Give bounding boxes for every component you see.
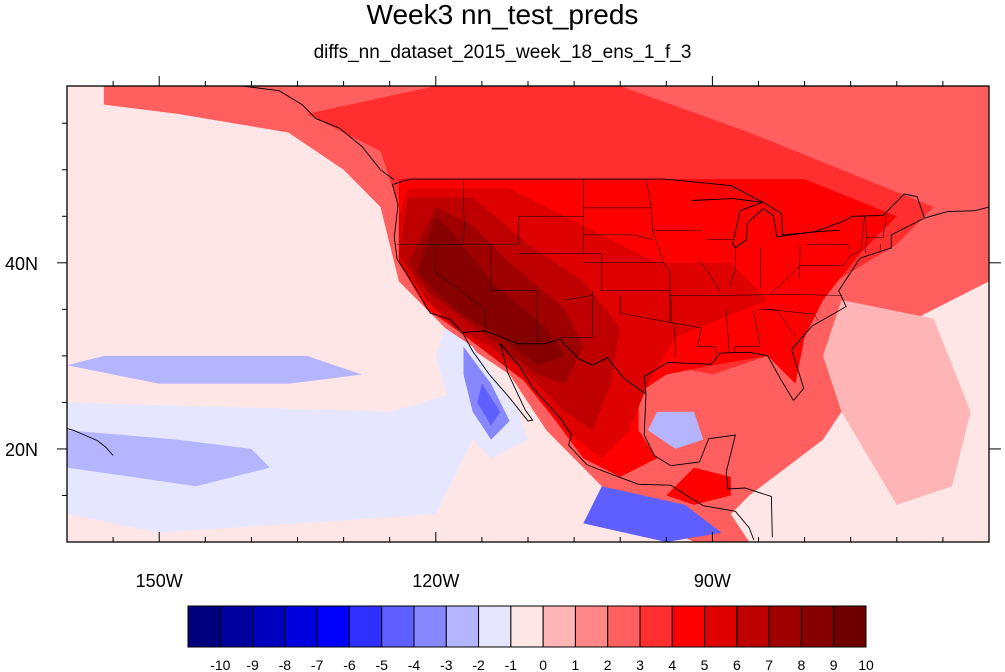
colorbar-label: 3: [636, 657, 644, 672]
contour-region-10: [67, 355, 362, 384]
state-boundary-15: [645, 179, 671, 323]
x-tick-label: 120W: [412, 571, 459, 591]
coastline-4: [692, 198, 840, 249]
contour-region-16: [823, 300, 971, 505]
state-boundary-23: [729, 246, 736, 287]
state-boundary-25: [798, 244, 801, 279]
colorbar-label: 2: [604, 657, 612, 672]
state-boundary-17: [583, 234, 653, 240]
state-boundary-10: [490, 244, 538, 344]
colorbar-box: [704, 605, 738, 648]
colorbar-label: -3: [440, 657, 453, 672]
colorbar-boxes: [187, 605, 867, 648]
colorbar-box: [833, 605, 867, 648]
y-tick-labels: 40N 20N: [5, 254, 38, 460]
y-tick-label: 40N: [5, 254, 38, 274]
colorbar-box: [348, 605, 383, 648]
colorbar-label: 1: [572, 657, 580, 672]
state-boundary-14: [619, 295, 676, 357]
state-boundary-32: [866, 213, 887, 238]
colorbar-label: -1: [505, 657, 518, 672]
state-boundary-9: [435, 244, 486, 331]
axis-ticks: [57, 76, 1001, 542]
colorbar-label: 0: [539, 657, 547, 672]
colorbar-box: [478, 605, 512, 648]
colorbar-label: 7: [765, 657, 773, 672]
colorbar-box: [736, 605, 770, 648]
coastline-5: [67, 428, 114, 456]
colorbar-box: [768, 605, 802, 648]
plot-title: Week3 nn_test_preds: [366, 0, 639, 30]
state-boundary-31: [806, 243, 851, 250]
contour-region-15: [583, 486, 722, 542]
coastline-0: [392, 184, 755, 541]
state-boundary-26: [725, 309, 730, 353]
colorbar-box: [381, 605, 415, 648]
colorbar-label: -10: [210, 657, 230, 672]
x-tick-label: 90W: [694, 571, 731, 591]
colorbar-box: [252, 605, 286, 648]
colorbar-box: [574, 605, 609, 648]
colorbar-box: [284, 605, 318, 648]
colorbar-label: -7: [311, 657, 324, 672]
contour-regions: [67, 86, 989, 542]
state-boundary-27: [734, 309, 760, 354]
colorbar-label: 4: [668, 657, 676, 672]
coastline-1: [643, 206, 989, 538]
state-boundary-7: [463, 179, 465, 245]
contour-region-13: [477, 383, 501, 426]
colorbar-labels: -10 -9 -8 -7 -6 -5 -4 -3 -2 -1 0 1 2 3 4 5 6 7 8 9 10: [210, 657, 874, 672]
contour-region-9: [67, 430, 270, 487]
state-boundary-13: [559, 290, 593, 338]
plot-subtitle: diffs_nn_dataset_2015_week_18_ens_1_f_3: [313, 42, 692, 63]
state-boundary-30: [770, 216, 865, 295]
colorbar-box: [510, 605, 544, 648]
state-boundary-34: [865, 216, 867, 253]
colorbar-box: [800, 605, 835, 648]
contour-region-3: [666, 467, 731, 505]
contour-region-14: [647, 411, 704, 449]
colorbar-box: [607, 605, 641, 648]
coastline-2: [392, 178, 925, 236]
colorbar-label: -2: [472, 657, 485, 672]
state-boundary-35: [564, 295, 593, 301]
colorbar-box: [219, 605, 254, 648]
colorbar-box: [671, 605, 706, 648]
colorbar-box: [187, 605, 221, 648]
coastlines: [67, 86, 989, 541]
state-boundary-19: [669, 295, 718, 355]
colorbar-label: -4: [408, 657, 421, 672]
y-tick-label: 20N: [5, 440, 38, 460]
colorbar-label: 9: [830, 657, 838, 672]
colorbar-label: -8: [279, 657, 292, 672]
x-tick-label: 150W: [136, 571, 183, 591]
colorbar-label: -5: [375, 657, 388, 672]
colorbar-label: 6: [733, 657, 741, 672]
colorbar-box: [542, 605, 576, 648]
colorbar-label: 10: [858, 657, 874, 672]
colorbar-label: -6: [343, 657, 356, 672]
colorbar-box: [639, 605, 673, 648]
state-boundary-29: [764, 309, 819, 321]
colorbar-label: 8: [798, 657, 806, 672]
colorbar-box: [413, 605, 447, 648]
contour-region-8: [67, 393, 473, 533]
colorbar-label: 5: [701, 657, 709, 672]
colorbar-box: [445, 605, 480, 648]
state-boundary-22: [698, 258, 721, 291]
state-boundary-28: [758, 309, 796, 337]
x-tick-labels: 150W 120W 90W: [136, 571, 731, 591]
coastline-6: [242, 86, 395, 181]
coastline-3: [462, 330, 647, 395]
colorbar-box: [316, 605, 350, 648]
colorbar-label: -9: [246, 657, 259, 672]
